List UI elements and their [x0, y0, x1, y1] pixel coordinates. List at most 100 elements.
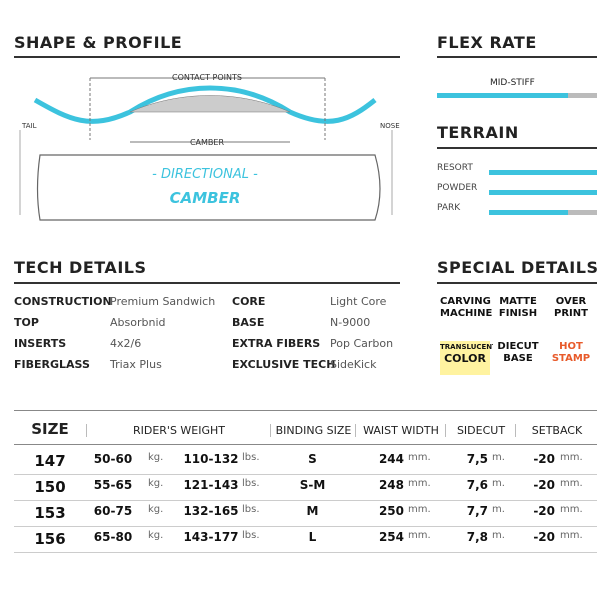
table-cell: m.	[492, 530, 505, 541]
section-title: TECH DETAILS	[14, 258, 147, 277]
table-cell: m.	[492, 478, 505, 489]
table-cell: lbs.	[242, 530, 260, 541]
badge: CARVING MACHINE	[440, 296, 493, 330]
badge-text: COLOR	[444, 352, 486, 365]
table-cell: lbs.	[242, 452, 260, 463]
rule	[14, 56, 400, 58]
table-cell: 7,6	[466, 478, 488, 492]
table-cell: 143-177	[183, 530, 239, 544]
badge-text: MACHINE	[440, 308, 493, 319]
badge-text: CARVING	[440, 296, 491, 307]
table-header: BINDING SIZE	[270, 424, 356, 437]
table-cell: mm.	[408, 452, 431, 463]
table-cell: 7,7	[466, 504, 488, 518]
rule	[437, 56, 597, 58]
badge: DIECUT BASE	[493, 341, 543, 375]
table-header: SIDECUT	[445, 424, 516, 437]
tech-value: Pop Carbon	[330, 337, 394, 350]
board-text: CAMBER	[170, 189, 241, 207]
terrain-bar	[489, 170, 597, 175]
tech-label: BASE	[232, 316, 265, 329]
section-title: FLEX RATE	[437, 33, 537, 52]
tech-value: Light Core	[330, 295, 387, 308]
terrain-label: PARK	[437, 203, 461, 213]
badge-text: FINISH	[498, 308, 538, 319]
table-cell: mm.	[560, 478, 583, 489]
table-cell: mm.	[408, 530, 431, 541]
badge-text: PRINT	[554, 308, 588, 319]
table-cell: S-M	[299, 478, 326, 492]
table-cell: lbs.	[242, 504, 260, 515]
table-cell: 244	[378, 452, 404, 466]
table-cell: S	[308, 452, 317, 466]
profile-diagram: CONTACT POINTS CAMBER TAIL NOSE - DIRECT…	[19, 73, 400, 221]
badge: TRANSLUCENT COLOR	[440, 341, 497, 375]
tech-value: SideKick	[330, 358, 377, 371]
table-cell: L	[308, 530, 317, 544]
tech-label: FIBERGLASS	[14, 358, 90, 371]
terrain-bar	[489, 210, 568, 215]
row-rule	[14, 474, 597, 475]
terrain-label: RESORT	[437, 163, 473, 173]
tech-value: Premium Sandwich	[110, 295, 216, 308]
table-cell: -20	[533, 504, 555, 518]
table-cell: mm.	[560, 504, 583, 515]
flex-level: MID-STIFF	[490, 78, 535, 88]
tech-label: EXCLUSIVE TECH	[232, 358, 336, 371]
table-cell: m.	[492, 504, 505, 515]
flex-bar-rest	[568, 93, 597, 98]
table-cell: 50-60	[93, 452, 133, 466]
table-cell: -20	[533, 452, 555, 466]
table-header: SETBACK	[515, 424, 598, 437]
table-cell: mm.	[560, 452, 583, 463]
badge: OVER PRINT	[546, 296, 596, 330]
section-title: SPECIAL DETAILS	[437, 258, 599, 277]
table-cell: 121-143	[183, 478, 239, 492]
table-cell: 110-132	[183, 452, 239, 466]
table-cell: kg.	[148, 478, 164, 489]
section-title: TERRAIN	[437, 123, 519, 142]
tech-label: CORE	[232, 295, 266, 308]
tech-label: INSERTS	[14, 337, 67, 350]
rule	[14, 444, 597, 445]
badge-text: MATTE	[499, 296, 537, 307]
table-cell: kg.	[148, 530, 164, 541]
rule	[14, 282, 400, 284]
table-cell: mm.	[408, 478, 431, 489]
table-cell: kg.	[148, 504, 164, 515]
table-cell: kg.	[148, 452, 164, 463]
table-cell: 7,5	[466, 452, 488, 466]
terrain-bar	[489, 190, 597, 195]
rule	[14, 410, 597, 411]
badge-text: TRANSLUCENT	[440, 343, 497, 351]
table-header: WAIST WIDTH	[355, 424, 446, 437]
table-cell: 55-65	[93, 478, 133, 492]
table-header: RIDER'S WEIGHT	[86, 424, 271, 437]
tech-label: TOP	[14, 316, 39, 329]
tech-value: Absorbnid	[110, 316, 166, 329]
section-title: SHAPE & PROFILE	[14, 33, 183, 52]
size-cell: 150	[34, 478, 66, 496]
table-cell: 60-75	[93, 504, 133, 518]
table-cell: 248	[378, 478, 404, 492]
badge-text: STAMP	[551, 353, 591, 364]
table-cell: lbs.	[242, 478, 260, 489]
terrain-bar-rest	[567, 210, 597, 215]
label: TAIL	[21, 122, 37, 130]
size-cell: 147	[34, 452, 66, 470]
table-cell: -20	[533, 478, 555, 492]
rule	[437, 282, 597, 284]
tech-label: EXTRA FIBERS	[232, 337, 321, 350]
board-text: - DIRECTIONAL -	[152, 167, 258, 182]
table-header: SIZE	[31, 420, 69, 438]
badge-text: OVER	[555, 296, 587, 307]
table-cell: mm.	[408, 504, 431, 515]
badge: HOT STAMP	[546, 341, 596, 375]
table-cell: -20	[533, 530, 555, 544]
tech-value: 4x2/6	[110, 337, 142, 350]
terrain-label: POWDER	[437, 183, 478, 193]
table-cell: 7,8	[466, 530, 488, 544]
size-cell: 156	[34, 530, 66, 548]
table-cell: 132-165	[183, 504, 239, 518]
badge-text: HOT	[559, 341, 583, 352]
